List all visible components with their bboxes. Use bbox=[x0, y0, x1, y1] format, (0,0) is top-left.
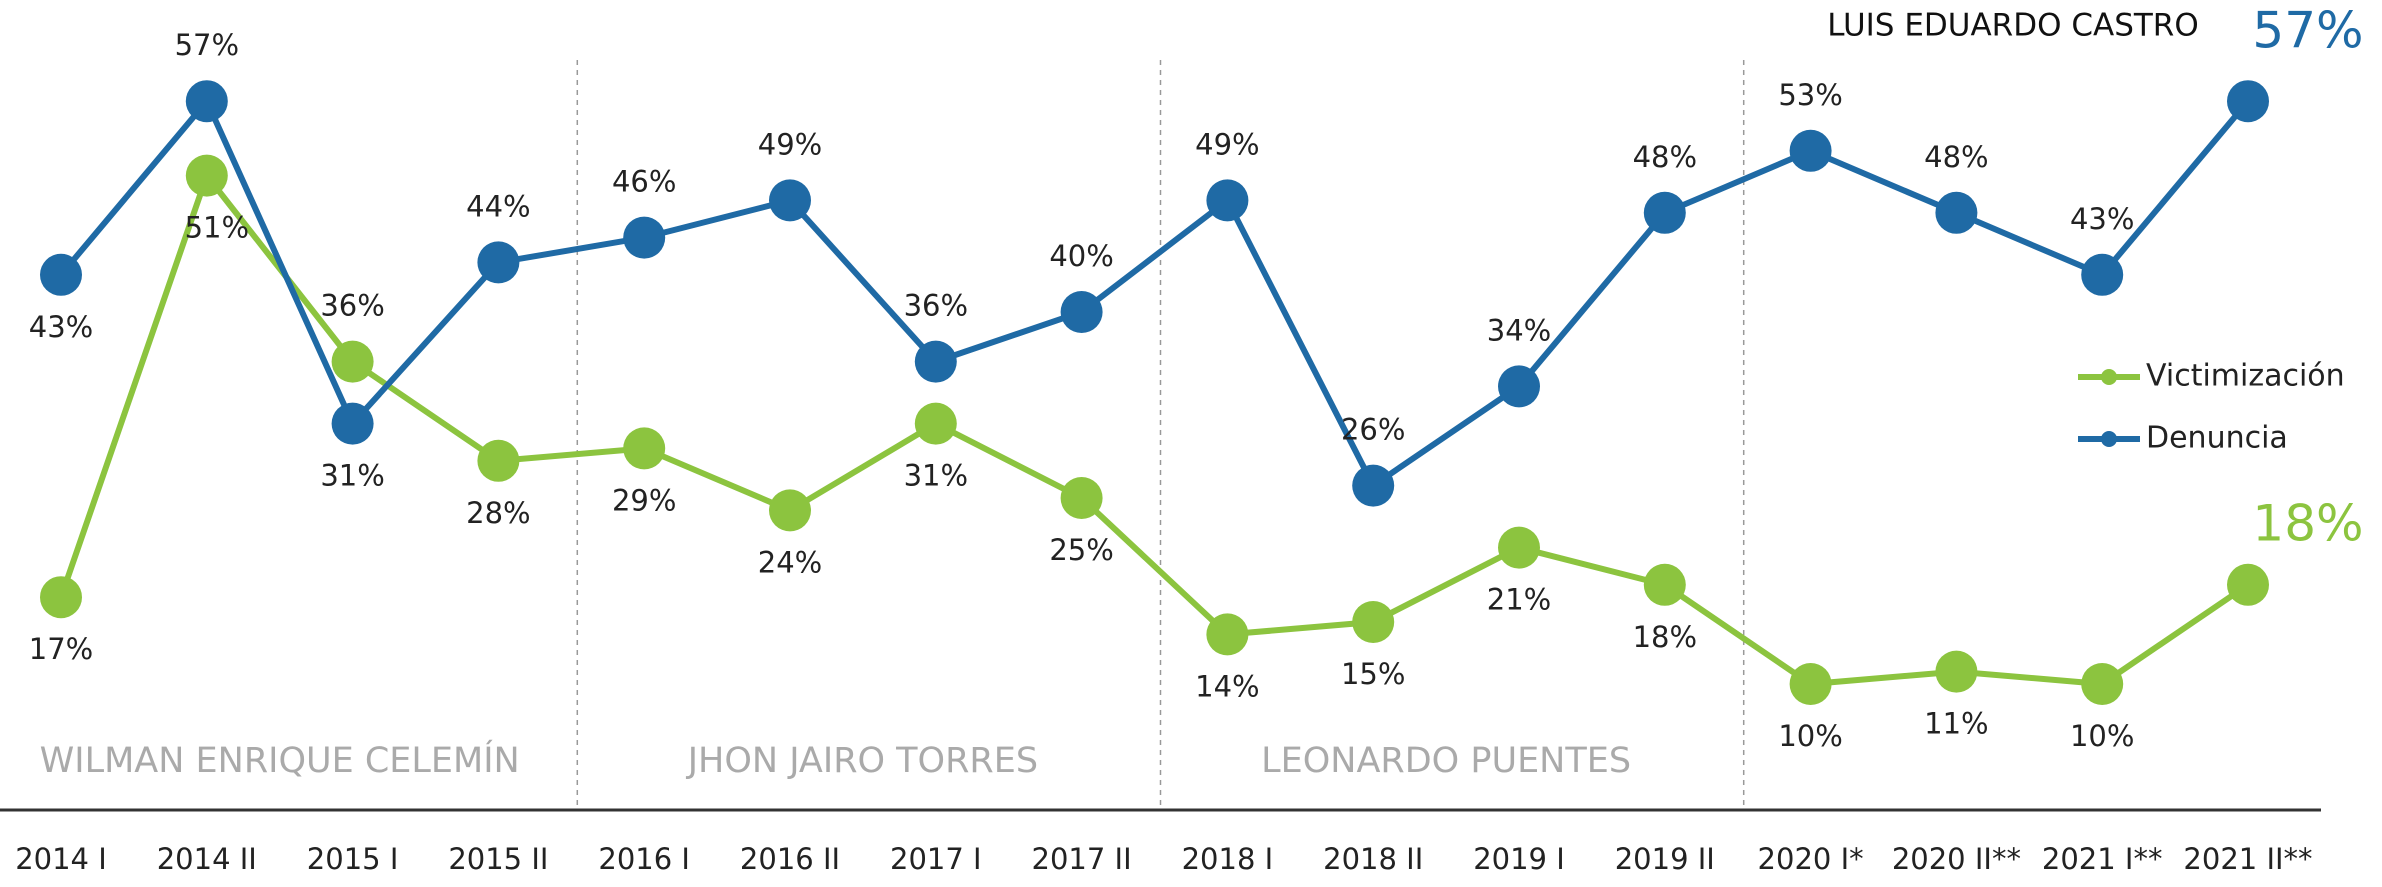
period-label: WILMAN ENRIQUE CELEMÍN bbox=[40, 739, 520, 781]
x-tick-label: 2019 II bbox=[1615, 842, 1715, 876]
data-point bbox=[1352, 464, 1395, 507]
data-point bbox=[477, 241, 520, 284]
x-tick-label: 2014 I bbox=[15, 842, 107, 876]
data-label: 57% bbox=[175, 28, 239, 62]
data-label: 48% bbox=[1633, 140, 1697, 174]
x-tick-label: 2021 I** bbox=[2042, 842, 2163, 876]
data-point bbox=[2081, 663, 2124, 705]
period-label: LUIS EDUARDO CASTRO bbox=[1827, 8, 2199, 44]
data-point bbox=[477, 439, 520, 482]
data-label: 53% bbox=[1778, 78, 1842, 112]
legend-label: Victimización bbox=[2146, 359, 2345, 394]
data-point bbox=[769, 179, 811, 222]
data-label: 18% bbox=[1633, 620, 1697, 654]
data-label: 26% bbox=[1341, 413, 1405, 447]
x-tick-label: 2018 II bbox=[1323, 842, 1423, 876]
x-tick-label: 2020 II** bbox=[1892, 842, 2021, 876]
data-label: 49% bbox=[758, 127, 822, 161]
data-point bbox=[1789, 129, 1832, 172]
data-label: 25% bbox=[1049, 533, 1113, 567]
legend-marker bbox=[2101, 431, 2117, 447]
data-label: 43% bbox=[2070, 202, 2134, 236]
data-point bbox=[40, 253, 82, 296]
data-label: 31% bbox=[904, 459, 968, 493]
data-label: 29% bbox=[612, 483, 676, 517]
data-point bbox=[1352, 601, 1395, 643]
data-point bbox=[914, 340, 957, 383]
period-label: JHON JAIRO TORRES bbox=[686, 741, 1038, 781]
data-point bbox=[2227, 563, 2269, 606]
data-label: 10% bbox=[2070, 719, 2134, 753]
data-point bbox=[331, 340, 374, 383]
x-tick-label: 2016 I bbox=[598, 842, 690, 876]
data-label: 24% bbox=[758, 545, 822, 579]
legend-label: Denuncia bbox=[2146, 421, 2288, 456]
data-point bbox=[331, 402, 374, 445]
series-line bbox=[58, 169, 2250, 688]
data-label: 48% bbox=[1924, 140, 1988, 174]
data-label: 14% bbox=[1195, 669, 1259, 703]
x-tick-label: 2016 II bbox=[740, 842, 840, 876]
data-point bbox=[2081, 253, 2124, 296]
data-label: 21% bbox=[1487, 583, 1551, 617]
data-point bbox=[623, 216, 666, 259]
x-tick-label: 2017 II bbox=[1032, 842, 1132, 876]
data-point bbox=[1060, 477, 1103, 519]
x-tick-label: 2018 I bbox=[1182, 842, 1274, 876]
data-point bbox=[769, 489, 811, 532]
final-value-label: 18% bbox=[2252, 495, 2363, 553]
data-point bbox=[2227, 80, 2269, 123]
data-label: 43% bbox=[29, 310, 93, 344]
data-point bbox=[185, 154, 228, 197]
data-point bbox=[1060, 291, 1103, 333]
final-value-label: 57% bbox=[2252, 2, 2363, 60]
legend-marker bbox=[2101, 369, 2117, 385]
data-point bbox=[1498, 365, 1540, 408]
x-tick-label: 2019 I bbox=[1473, 842, 1565, 876]
period-label: LEONARDO PUENTES bbox=[1261, 741, 1631, 781]
data-point bbox=[914, 402, 957, 445]
data-point bbox=[1643, 563, 1686, 606]
data-label: 36% bbox=[320, 289, 384, 323]
x-tick-label: 2014 II bbox=[157, 842, 257, 876]
x-tick-label: 2015 II bbox=[448, 842, 548, 876]
data-label: 49% bbox=[1195, 127, 1259, 161]
data-point bbox=[1643, 191, 1686, 234]
data-point bbox=[1206, 613, 1249, 656]
data-label: 40% bbox=[1049, 239, 1113, 273]
x-tick-label: 2021 II** bbox=[2183, 842, 2312, 876]
data-point bbox=[185, 80, 228, 123]
data-point bbox=[623, 427, 666, 470]
data-label: 36% bbox=[904, 289, 968, 323]
data-point bbox=[1498, 526, 1540, 569]
data-point bbox=[1206, 179, 1249, 222]
data-label: 17% bbox=[29, 632, 93, 666]
data-point bbox=[40, 576, 82, 619]
series-line bbox=[58, 95, 2251, 490]
data-label: 34% bbox=[1487, 313, 1551, 347]
data-label: 10% bbox=[1778, 719, 1842, 753]
data-label: 11% bbox=[1924, 707, 1988, 741]
data-point bbox=[1935, 650, 1978, 693]
x-tick-label: 2020 I* bbox=[1758, 842, 1864, 876]
data-label: 51% bbox=[185, 211, 249, 245]
data-label: 31% bbox=[320, 459, 384, 493]
data-point bbox=[1935, 191, 1978, 234]
data-point bbox=[1789, 663, 1832, 705]
x-tick-label: 2015 I bbox=[307, 842, 399, 876]
data-label: 46% bbox=[612, 165, 676, 199]
x-tick-label: 2017 I bbox=[890, 842, 982, 876]
data-label: 28% bbox=[466, 496, 530, 530]
data-label: 44% bbox=[466, 189, 530, 223]
data-label: 15% bbox=[1341, 657, 1405, 691]
